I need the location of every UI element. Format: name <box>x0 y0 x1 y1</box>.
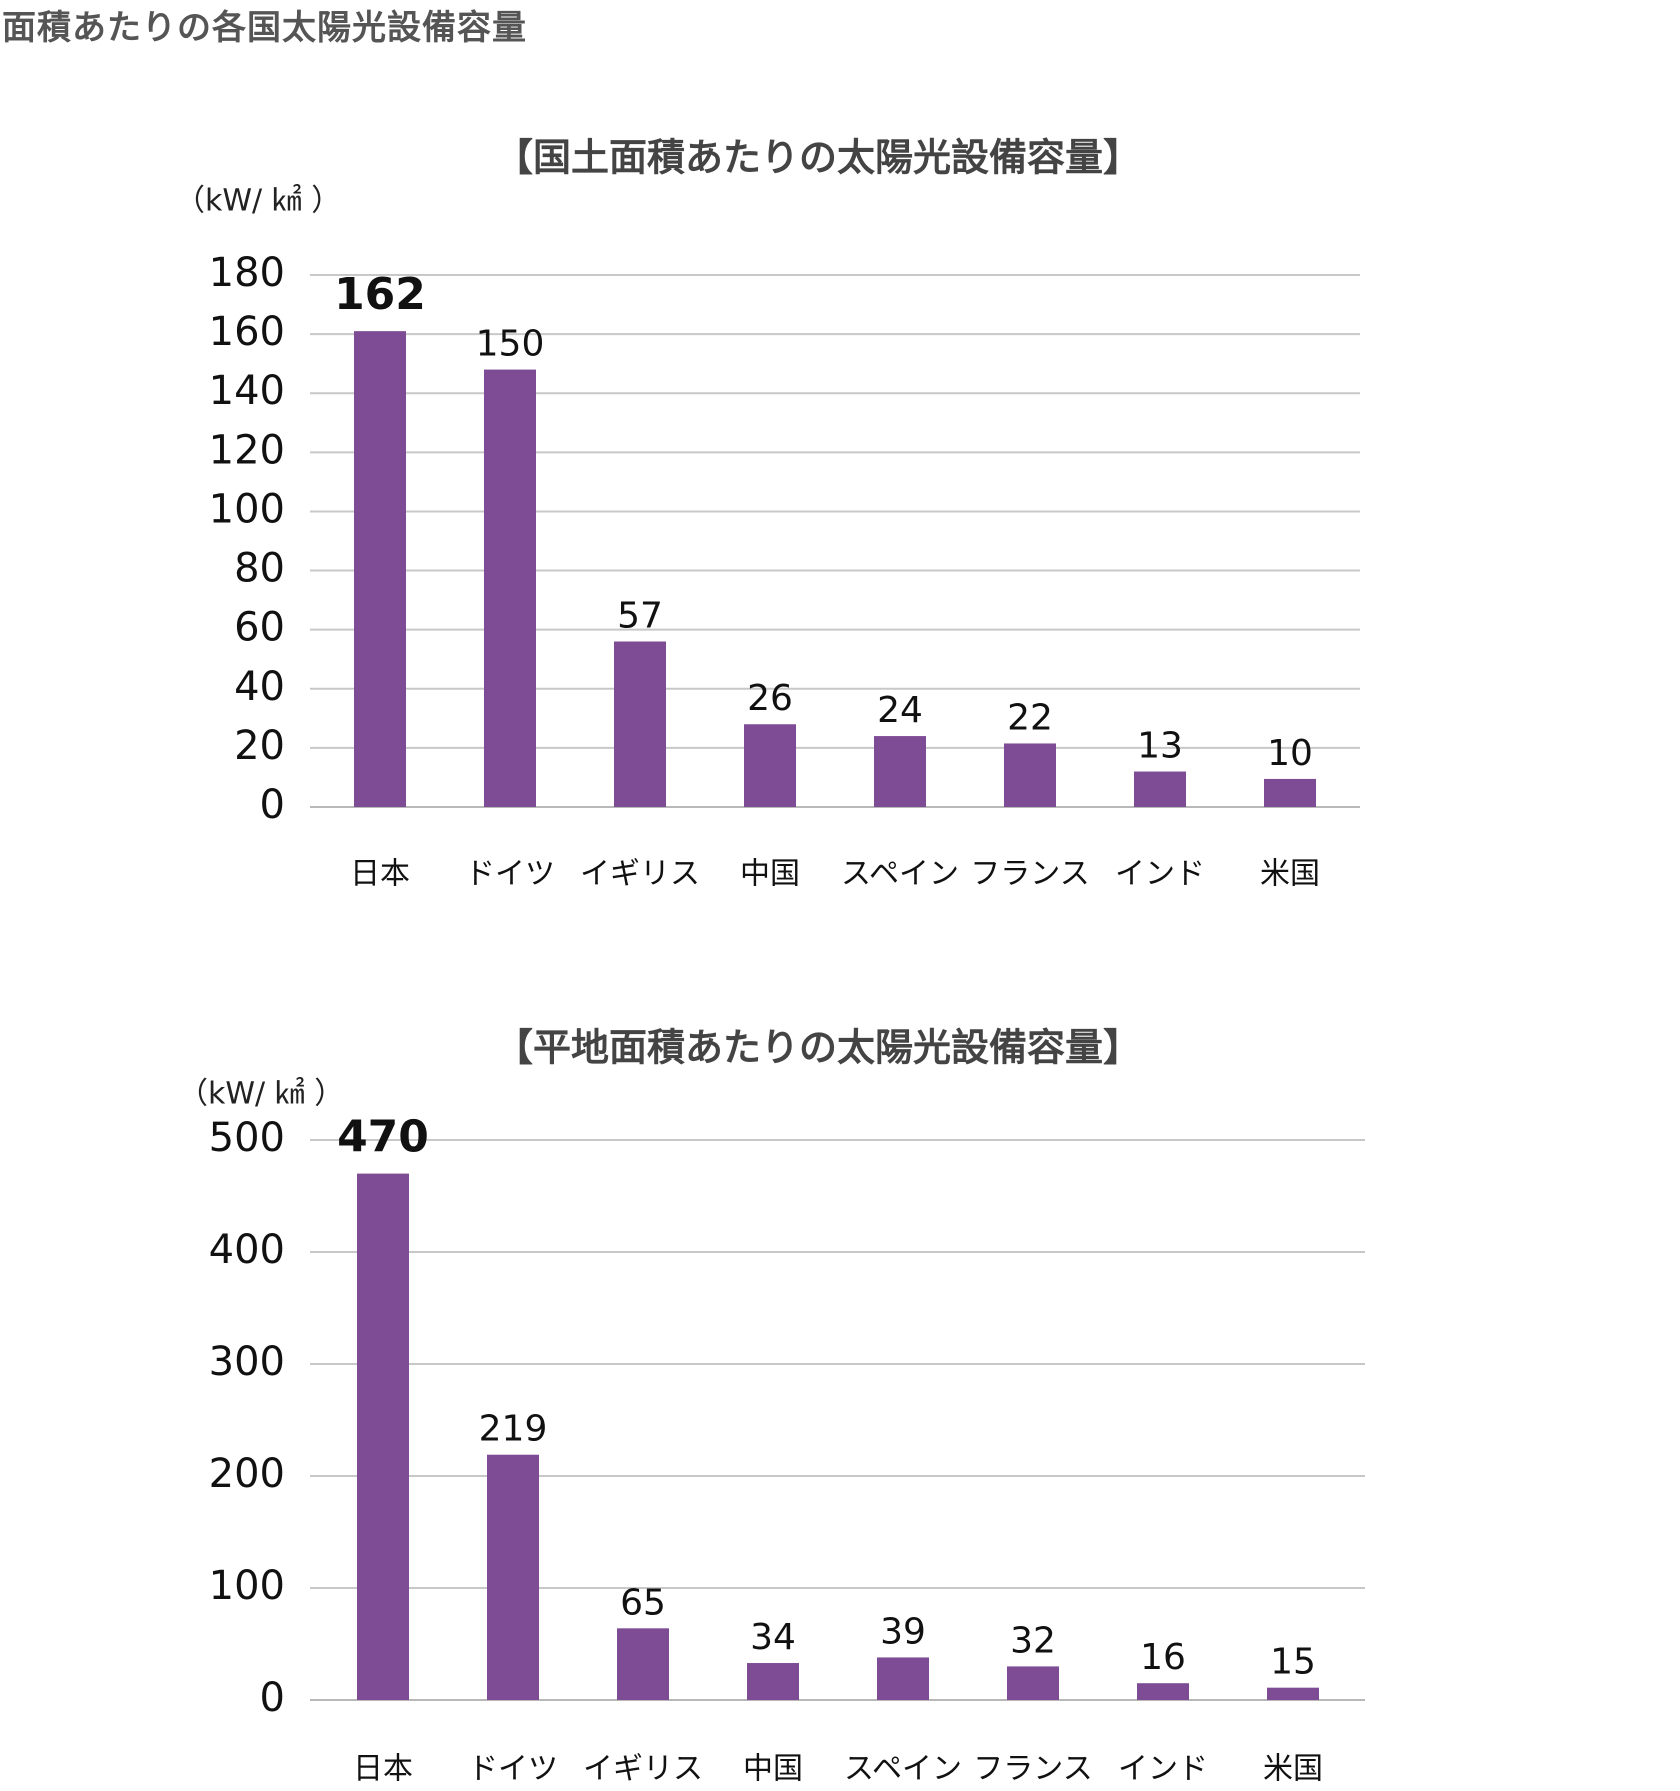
x-tick-label: 日本 <box>353 1752 413 1787</box>
y-tick-label: 0 <box>260 1675 285 1721</box>
chart-land-area: 【国土面積あたりの太陽光設備容量】 （kW/ ㎢ ） 0 20 40 60 80 100 120… <box>175 136 1360 892</box>
data-label: 15 <box>1270 1642 1316 1683</box>
y-tick-label: 60 <box>234 605 285 651</box>
y-tick-label: 300 <box>209 1339 285 1385</box>
y-axis-unit-label: （kW/ ㎢ ） <box>175 184 341 219</box>
x-tick-label: 中国 <box>743 1752 803 1787</box>
x-tick-label: スペイン <box>844 1752 962 1787</box>
y-tick-label: 100 <box>209 486 285 532</box>
chart-flat-area: 【平地面積あたりの太陽光設備容量】 （kW/ ㎢ ） 0 100 200 300 400 50… <box>178 1026 1365 1787</box>
bar <box>617 1628 669 1700</box>
chart-title: 【平地面積あたりの太陽光設備容量】 <box>495 1026 1141 1070</box>
chart-title: 【国土面積あたりの太陽光設備容量】 <box>495 136 1141 180</box>
bar <box>357 1173 409 1700</box>
data-label: 16 <box>1140 1637 1186 1678</box>
bar <box>747 1663 799 1700</box>
data-label: 470 <box>337 1112 429 1163</box>
data-label: 34 <box>750 1617 796 1658</box>
y-tick-label: 80 <box>234 546 285 592</box>
data-label: 219 <box>479 1409 548 1450</box>
y-tick-label: 400 <box>209 1227 285 1273</box>
x-tick-label: 中国 <box>740 857 800 892</box>
data-label: 57 <box>617 595 663 636</box>
x-tick-label: イギリス <box>580 857 700 892</box>
y-tick-label: 160 <box>209 309 285 355</box>
x-tick-label: 日本 <box>350 857 410 892</box>
bar <box>1137 1683 1189 1700</box>
y-tick-label: 140 <box>209 368 285 414</box>
y-tick-label: 100 <box>209 1563 285 1609</box>
x-tick-label: イギリス <box>583 1752 703 1787</box>
bar <box>1264 778 1316 807</box>
y-tick-label: 20 <box>234 723 285 769</box>
y-tick-label: 120 <box>209 427 285 473</box>
x-tick-label: ドイツ <box>465 857 555 892</box>
x-tick-label: 米国 <box>1263 1752 1323 1787</box>
y-tick-label: 0 <box>260 782 285 828</box>
data-label: 32 <box>1010 1620 1056 1661</box>
bar <box>874 736 926 807</box>
bar <box>1134 771 1186 807</box>
data-label: 22 <box>1007 697 1053 738</box>
y-tick-label: 40 <box>234 664 285 710</box>
page-title: 面積あたりの各国太陽光設備容量 <box>2 8 527 48</box>
data-label: 13 <box>1137 726 1183 767</box>
data-label: 65 <box>620 1582 666 1623</box>
x-tick-label: インド <box>1118 1752 1208 1787</box>
bar <box>487 1454 539 1700</box>
x-tick-label: スペイン <box>841 857 959 892</box>
bar <box>354 331 406 807</box>
x-tick-label: フランス <box>970 857 1089 892</box>
data-label: 10 <box>1267 733 1313 774</box>
bar <box>1007 1666 1059 1700</box>
bar <box>484 369 536 807</box>
bar <box>744 724 796 807</box>
x-tick-label: ドイツ <box>468 1752 558 1787</box>
y-tick-label: 500 <box>209 1115 285 1161</box>
x-tick-label: フランス <box>973 1752 1092 1787</box>
x-tick-label: 米国 <box>1260 857 1320 892</box>
data-label: 162 <box>334 269 426 320</box>
bar <box>1267 1687 1319 1700</box>
y-tick-label: 200 <box>209 1451 285 1497</box>
bar <box>877 1657 929 1700</box>
x-tick-label: インド <box>1115 857 1205 892</box>
data-label: 150 <box>476 324 545 365</box>
y-axis-unit-label: （kW/ ㎢ ） <box>178 1077 344 1112</box>
bar <box>1004 743 1056 807</box>
data-label: 24 <box>877 690 923 731</box>
y-tick-label: 180 <box>209 250 285 296</box>
bar <box>614 641 666 807</box>
data-label: 26 <box>747 678 793 719</box>
data-label: 39 <box>880 1611 926 1652</box>
